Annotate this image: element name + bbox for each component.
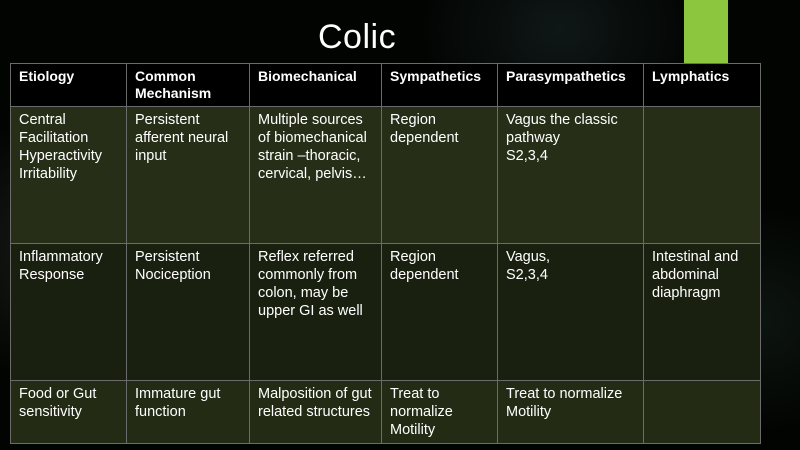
table-cell: Intestinal and abdominal diaphragm: [643, 243, 761, 381]
cell-line: Food or Gut sensitivity: [19, 386, 97, 420]
table-cell: Treat to normalize Motility: [497, 380, 644, 444]
table-cell: Region dependent: [381, 243, 498, 381]
table-cell: Vagus the classic pathway S2,3,4: [497, 106, 644, 244]
cell-line: Vagus,: [506, 249, 551, 265]
table-cell: [643, 106, 761, 244]
cell-line: Hyperactivity: [19, 148, 102, 164]
table-cell: Central Facilitation Hyperactivity Irrit…: [10, 106, 127, 244]
table-cell: Vagus, S2,3,4: [497, 243, 644, 381]
table-row: Central Facilitation Hyperactivity Irrit…: [10, 106, 761, 244]
cell-line: Intestinal and abdominal diaphragm: [652, 249, 739, 301]
colic-table: Etiology Common Mechanism Biomechanical …: [10, 63, 761, 444]
header-cell: Sympathetics: [381, 63, 498, 107]
cell-line: Region dependent: [390, 249, 459, 283]
header-cell: Biomechanical: [249, 63, 382, 107]
table-cell: Inflammatory Response: [10, 243, 127, 381]
table-cell: Treat to normalize Motility: [381, 380, 498, 444]
cell-line: Treat to normalize Motility: [506, 386, 623, 420]
cell-line: Reflex referred commonly from colon, may…: [258, 249, 363, 319]
table-cell: Multiple sources of biomechanical strain…: [249, 106, 382, 244]
table-cell: Persistent afferent neural input: [126, 106, 250, 244]
cell-line: Multiple sources of biomechanical strain…: [258, 112, 367, 182]
table-cell: Persistent Nociception: [126, 243, 250, 381]
cell-line: Region dependent: [390, 112, 459, 146]
table-row: Inflammatory Response Persistent Nocicep…: [10, 243, 761, 381]
cell-line: Immature gut function: [135, 386, 221, 420]
table-cell: Reflex referred commonly from colon, may…: [249, 243, 382, 381]
header-cell: Lymphatics: [643, 63, 761, 107]
cell-line: Inflammatory Response: [19, 249, 103, 283]
cell-line: Persistent Nociception: [135, 249, 211, 283]
cell-line: Vagus the classic pathway: [506, 112, 618, 146]
header-cell: Etiology: [10, 63, 127, 107]
cell-line: Persistent afferent neural input: [135, 112, 229, 164]
colic-table-container: Etiology Common Mechanism Biomechanical …: [10, 63, 761, 444]
table-row: Food or Gut sensitivity Immature gut fun…: [10, 380, 761, 444]
table-cell: Immature gut function: [126, 380, 250, 444]
cell-line: Treat to normalize Motility: [390, 386, 453, 438]
table-cell: Region dependent: [381, 106, 498, 244]
header-cell: Common Mechanism: [126, 63, 250, 107]
header-cell: Parasympathetics: [497, 63, 644, 107]
cell-line: Central: [19, 112, 66, 128]
cell-line: S2,3,4: [506, 148, 548, 164]
cell-line: Malposition of gut related structures: [258, 386, 372, 420]
table-cell: Food or Gut sensitivity: [10, 380, 127, 444]
table-header-row: Etiology Common Mechanism Biomechanical …: [10, 63, 761, 107]
cell-line: Irritability: [19, 166, 78, 182]
slide-title: Colic: [318, 18, 397, 56]
table-cell: [643, 380, 761, 444]
table-cell: Malposition of gut related structures: [249, 380, 382, 444]
cell-line: S2,3,4: [506, 267, 548, 283]
cell-line: Facilitation: [19, 130, 89, 146]
